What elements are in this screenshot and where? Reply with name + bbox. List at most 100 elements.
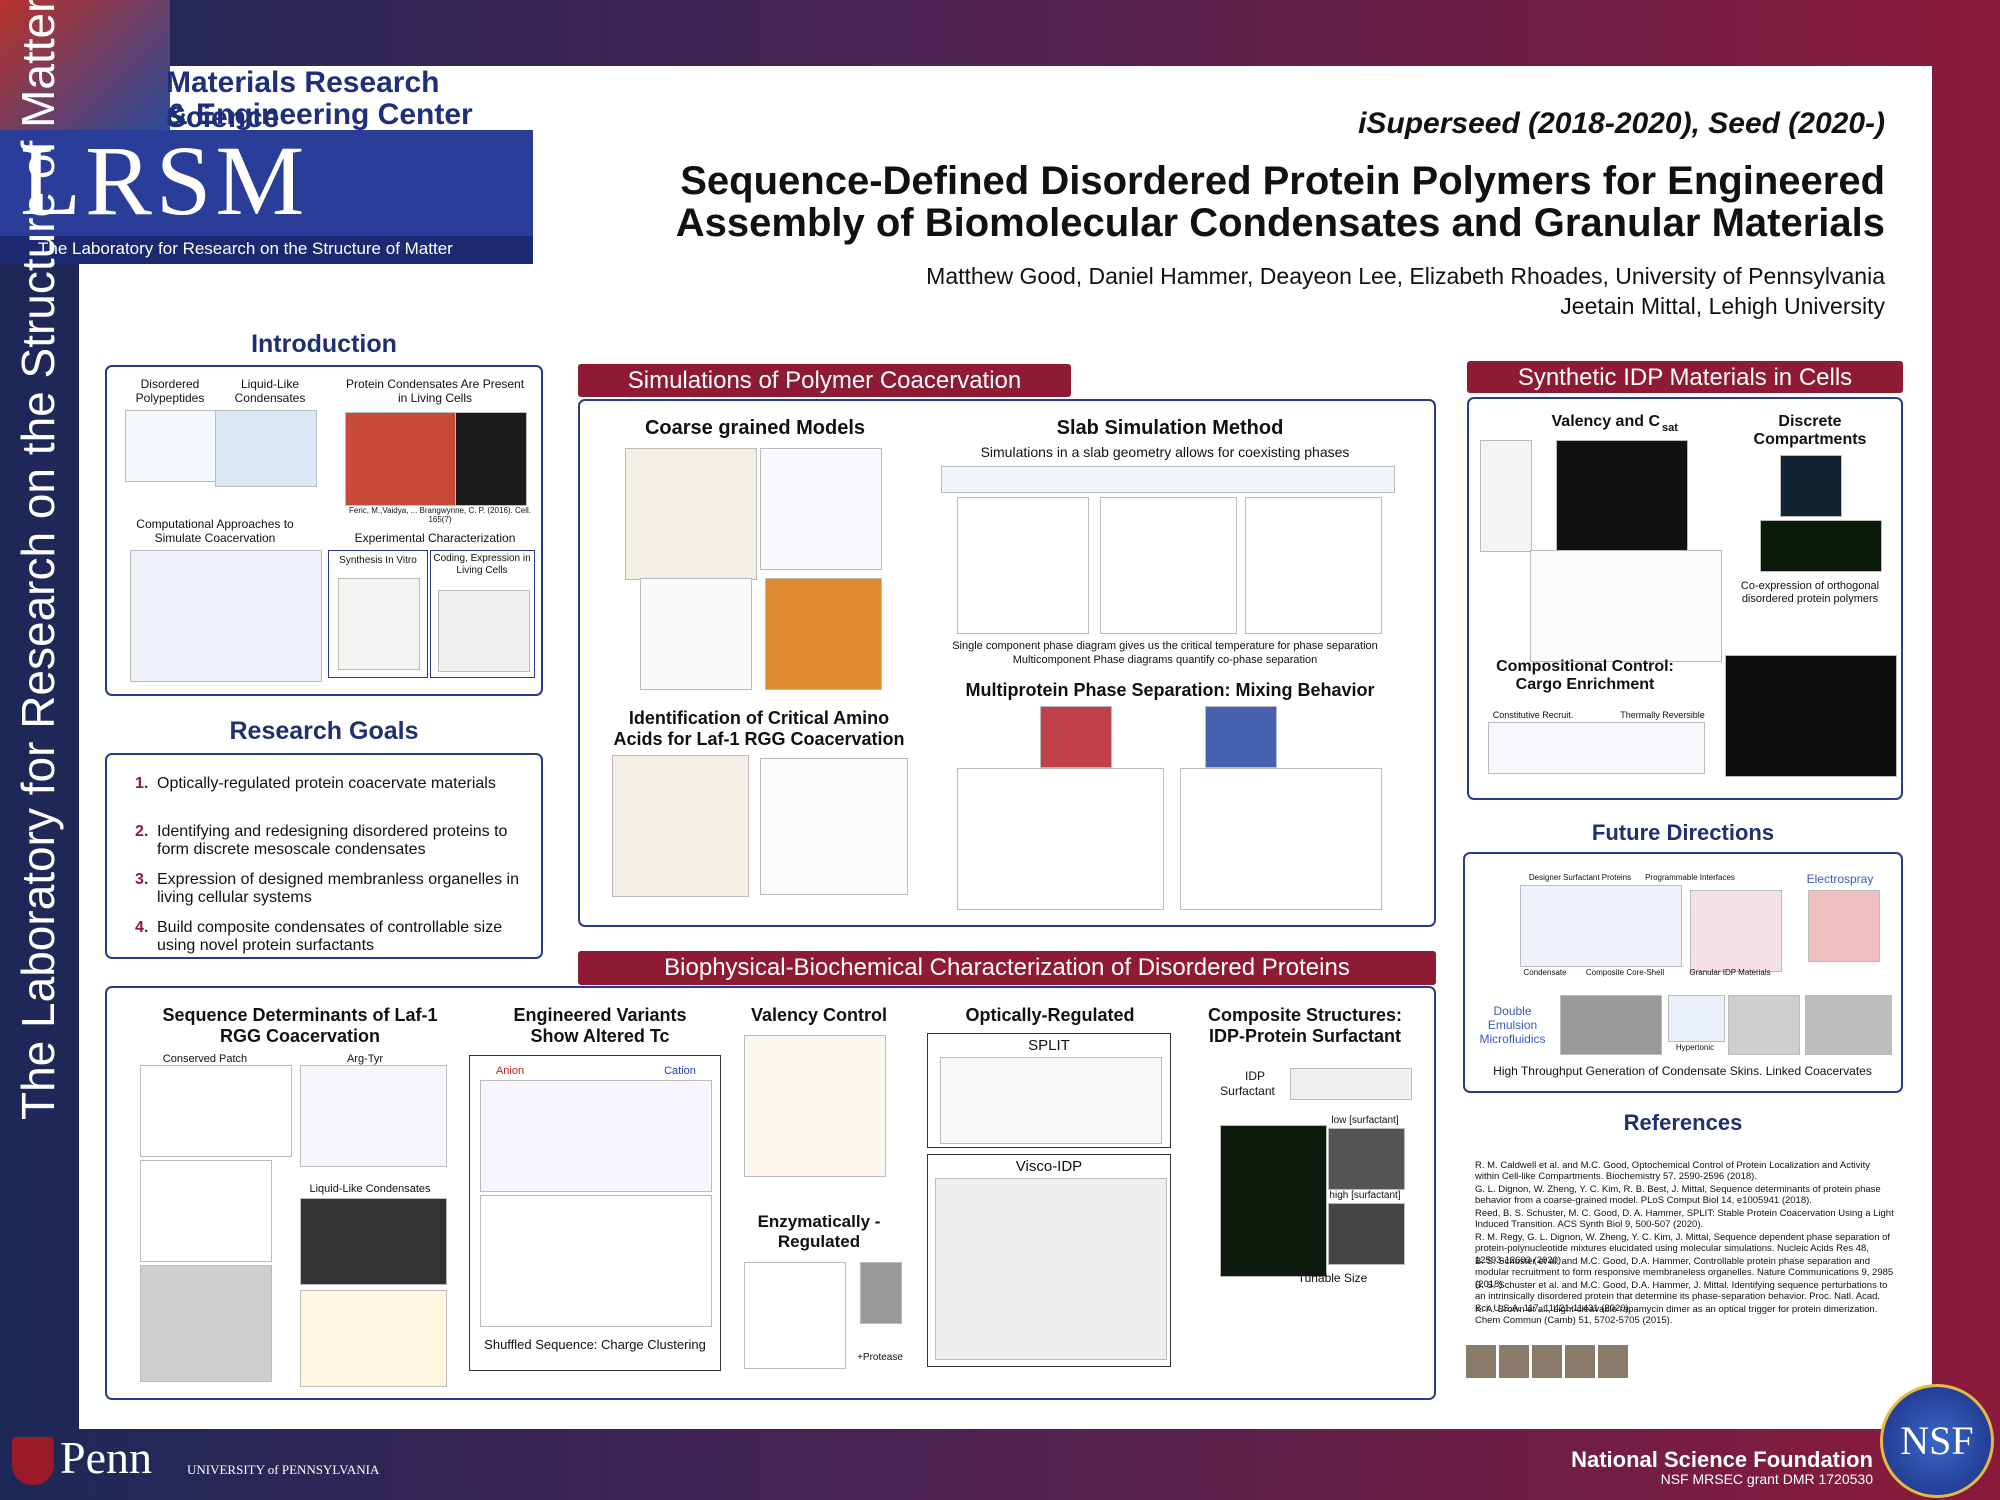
label: Arg-Tyr [346, 1053, 384, 1065]
goal-text: Build composite condensates of controlla… [157, 919, 503, 955]
figure [1556, 440, 1688, 562]
figure [140, 1160, 272, 1262]
label: Conserved Patch [162, 1053, 248, 1065]
label: Protein Condensates Are Present in Livin… [345, 377, 525, 405]
figure [1040, 706, 1112, 768]
panel-title: Identification of Critical Amino Acids f… [613, 708, 905, 749]
label: Granular IDP Materials [1689, 968, 1771, 977]
figure [765, 578, 882, 690]
figure [140, 1065, 292, 1157]
section-title: Research Goals [229, 717, 419, 745]
goal-text: Expression of designed membranless organ… [157, 871, 519, 907]
panel-title: Sequence Determinants of Laf-1 RGG Coace… [162, 1005, 438, 1046]
figure [455, 412, 527, 506]
figure [1690, 890, 1782, 972]
goal-text: Optically-regulated protein coacervate m… [157, 775, 496, 792]
nsf-grant: NSF MRSEC grant DMR 1720530 [1660, 1471, 1873, 1487]
label: Surfactant [1220, 1084, 1275, 1098]
panel-title: Engineered Variants Show Altered Tc [513, 1005, 687, 1046]
goal-number: 3. [135, 871, 149, 888]
figure [1780, 455, 1842, 517]
logo-box [0, 130, 533, 236]
banner: Biophysical-Biochemical Characterization… [578, 951, 1436, 985]
figure [300, 1290, 447, 1387]
label: low [surfactant] [1331, 1115, 1399, 1126]
penn-shield [12, 1437, 54, 1485]
center-name: & Engineering Center [166, 98, 473, 131]
subscript: sat [1662, 422, 1678, 434]
figure [1760, 520, 1882, 572]
figure [1328, 1203, 1405, 1265]
label: Programmable Interfaces [1645, 873, 1735, 882]
sub-box [328, 550, 428, 678]
figure [140, 1265, 272, 1382]
figure [1805, 995, 1892, 1055]
panel-title: Valency and C [1551, 413, 1661, 430]
caption: High Throughput Generation of Condensate… [1493, 1064, 1872, 1078]
photo [1499, 1345, 1529, 1378]
section-title: References [1623, 1110, 1743, 1135]
figure [1480, 440, 1532, 552]
panel-title: Optically-Regulated [965, 1005, 1135, 1025]
figure [1530, 550, 1722, 662]
banner: Synthetic IDP Materials in Cells [1467, 361, 1903, 393]
figure [1220, 1125, 1327, 1277]
label: SPLIT [1028, 1037, 1070, 1054]
photo [1598, 1345, 1628, 1378]
panel-title: Composite Structures: IDP-Protein Surfac… [1207, 1005, 1403, 1046]
figure [760, 758, 908, 895]
sub-box [927, 1154, 1171, 1367]
banner: Simulations of Polymer Coacervation [578, 364, 1071, 397]
goal-number: 2. [135, 823, 149, 840]
logo-mark [0, 0, 170, 130]
label: Electrospray [1806, 872, 1874, 886]
label: Tunable Size [1297, 1271, 1368, 1285]
figure [744, 1035, 886, 1177]
section-title: Future Directions [1591, 820, 1775, 845]
figure [1560, 995, 1662, 1055]
figure [1808, 890, 1880, 962]
label: Designer Surfactant Proteins [1528, 873, 1632, 882]
label: +Protease [857, 1352, 903, 1363]
figure [1180, 768, 1382, 910]
title: Sequence-Defined Disordered Protein Poly… [680, 159, 1885, 203]
label: high [surfactant] [1329, 1190, 1401, 1201]
section-title: Introduction [251, 330, 397, 358]
reference: G. L. Dignon, W. Zheng, Y. C. Kim, R. B.… [1475, 1184, 1881, 1207]
sub-box [430, 550, 535, 678]
figure [940, 1057, 1162, 1144]
goal-number: 1. [135, 775, 149, 792]
figure [300, 1065, 447, 1167]
label: Hypertonic [1675, 1043, 1715, 1052]
penn-wordmark: Penn [60, 1432, 152, 1483]
figure [625, 448, 757, 580]
figure [1520, 885, 1682, 967]
reference: Reed, B. S. Schuster, M. C. Good, D. A. … [1475, 1208, 1894, 1231]
figure [300, 1198, 447, 1285]
photo [1466, 1345, 1496, 1378]
section-box [105, 753, 543, 959]
figure [612, 755, 749, 897]
label: Constitutive Recruit. [1492, 710, 1574, 720]
nsf-logo: NSF [1880, 1384, 1994, 1498]
panel-title: Multiprotein Phase Separation: Mixing Be… [965, 680, 1375, 700]
figure [480, 1080, 712, 1192]
figure [1488, 722, 1705, 774]
panel-title: Enzymatically -Regulated [757, 1212, 881, 1251]
figure [860, 1262, 902, 1324]
label: Computational Approaches to Simulate Coa… [136, 517, 294, 545]
university: UNIVERSITY of PENNSYLVANIA [187, 1462, 380, 1477]
photo [1565, 1345, 1595, 1378]
label: IDP [1244, 1069, 1265, 1083]
reference: B. S. Schuster et al. and M.C. Good, D.A… [1475, 1256, 1894, 1290]
panel-title: Coarse grained Models [644, 417, 866, 439]
figure [480, 1195, 712, 1327]
reference: R. M. Caldwell et al. and M.C. Good, Opt… [1475, 1160, 1870, 1183]
figure [215, 410, 317, 487]
figure [1290, 1068, 1412, 1100]
figure [125, 410, 217, 482]
reference: B. S. Schuster et al. and M.C. Good, D.A… [1475, 1280, 1888, 1314]
figure [1100, 497, 1237, 634]
program: iSuperseed (2018-2020), Seed (2020-) [1358, 107, 1885, 140]
